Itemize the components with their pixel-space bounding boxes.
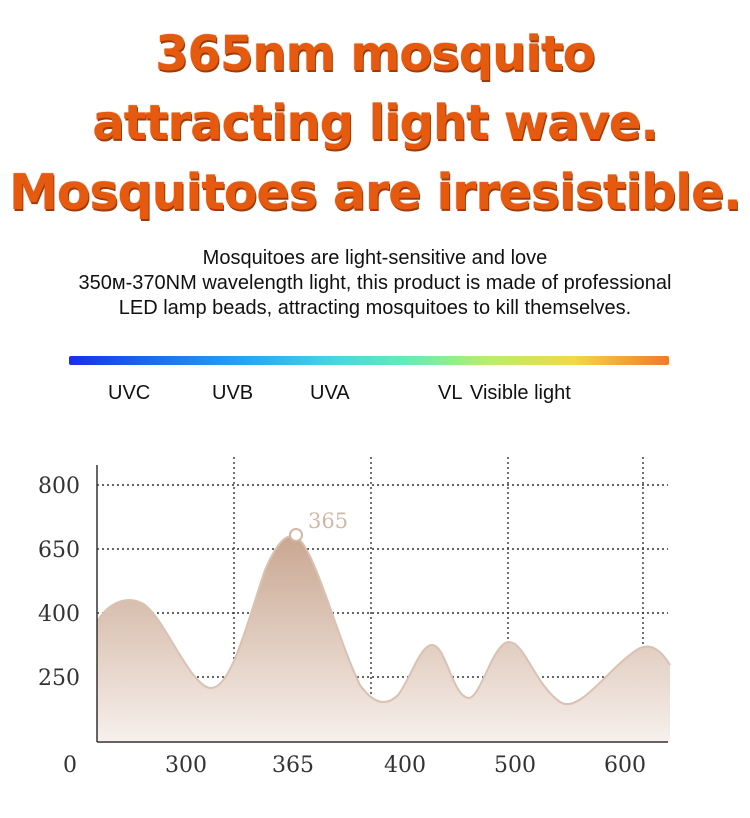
band-label-visible-light: Visible light xyxy=(470,382,571,404)
y-tick-label: 400 xyxy=(38,602,80,627)
x-tick-label: 365 xyxy=(272,753,314,778)
headline-line-3: Mosquitoes are irresistible. xyxy=(9,164,742,221)
spectrum-gradient-bar xyxy=(69,356,669,365)
description-line-2: 350м-370NM wavelength light, this produc… xyxy=(78,272,672,294)
x-tick-label: 500 xyxy=(494,753,536,778)
x-tick-label: 300 xyxy=(165,753,207,778)
series-area-fill xyxy=(97,536,670,742)
series-outline xyxy=(96,535,671,706)
band-label-uva: UVA xyxy=(310,382,350,404)
description-line-1: Mosquitoes are light-sensitive and love xyxy=(202,247,548,269)
peak-365-label: 365 xyxy=(308,509,348,533)
headline-line-1: 365nm mosquito xyxy=(155,26,596,82)
y-tick-label: 800 xyxy=(38,474,80,499)
x-tick-label: 0 xyxy=(63,753,77,778)
headline-line-2: attracting light wave. xyxy=(92,95,658,151)
band-label-uvb: UVB xyxy=(212,382,254,404)
y-tick-label: 250 xyxy=(38,666,80,691)
y-tick-label: 650 xyxy=(38,538,80,563)
wavelength-chart: 250 400 650 800 0 300 365 400 500 600 365 xyxy=(38,457,671,778)
peak-365-marker xyxy=(289,528,303,542)
axes xyxy=(96,465,668,743)
x-tick-label: 600 xyxy=(604,753,646,778)
x-tick-label: 400 xyxy=(384,753,426,778)
band-label-vl: VL xyxy=(438,382,463,404)
tick-labels: 250 400 650 800 0 300 365 400 500 600 xyxy=(38,474,646,778)
band-label-uvc: UVC xyxy=(108,382,151,404)
grid-lines xyxy=(97,457,668,742)
description-line-3: LED lamp beads, attracting mosquitoes to… xyxy=(118,297,632,319)
